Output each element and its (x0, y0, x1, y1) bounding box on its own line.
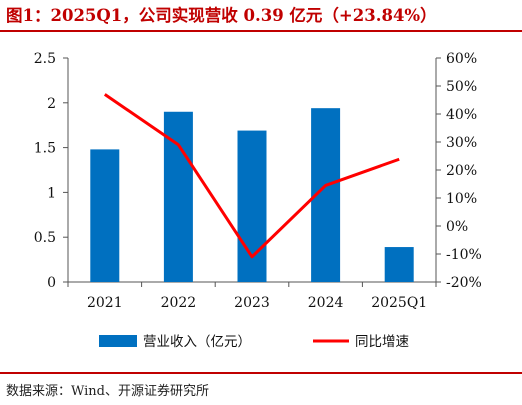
line-series (103, 93, 400, 259)
x-tick-label: 2023 (234, 295, 270, 311)
right-tick-label: 40% (446, 107, 477, 123)
revenue-bar (163, 111, 193, 282)
legend-swatch-revenue (99, 335, 137, 347)
revenue-bar (90, 149, 120, 282)
right-tick-label: 30% (446, 135, 477, 151)
chart-legend: 营业收入（亿元） 同比增速 (99, 334, 409, 350)
right-tick-label: 10% (446, 191, 477, 207)
x-tick-label: 2025Q1 (371, 295, 427, 311)
revenue-bar (384, 247, 414, 282)
left-tick-label: 1.5 (34, 141, 56, 157)
x-tick-label: 2021 (87, 295, 123, 311)
figure-title: 图1：2025Q1，公司实现营收 0.39 亿元（+23.84%） (6, 6, 437, 25)
legend-label-growth: 同比增速 (355, 334, 409, 350)
x-tick-label: 2022 (161, 295, 197, 311)
right-tick-label: -10% (446, 247, 482, 263)
right-tick-label: 20% (446, 163, 477, 179)
right-tick-label: 50% (446, 79, 477, 95)
source-note: 数据来源：Wind、开源证券研究所 (6, 384, 209, 399)
x-tick-label: 2024 (308, 295, 344, 311)
left-tick-label: 0.5 (34, 230, 56, 246)
left-tick-label: 1 (47, 185, 56, 201)
left-tick-label: 0 (47, 275, 56, 291)
legend-label-revenue: 营业收入（亿元） (143, 334, 251, 350)
right-tick-label: -20% (446, 275, 482, 291)
revenue-growth-chart: 0 0.5 1 1.5 2 2.5 -20% -10% 0% 10% 20% 30% 40% 50% 60%… (34, 51, 482, 350)
right-tick-label: 60% (446, 51, 477, 67)
title-rule (0, 30, 522, 32)
left-tick-label: 2 (47, 96, 56, 112)
source-rule (0, 372, 522, 374)
chart-axes: 0 0.5 1 1.5 2 2.5 -20% -10% 0% 10% 20% 30% 40% 50% 60%… (34, 51, 482, 311)
right-tick-label: 0% (446, 219, 468, 235)
revenue-bar (237, 130, 267, 282)
left-tick-label: 2.5 (34, 51, 56, 67)
